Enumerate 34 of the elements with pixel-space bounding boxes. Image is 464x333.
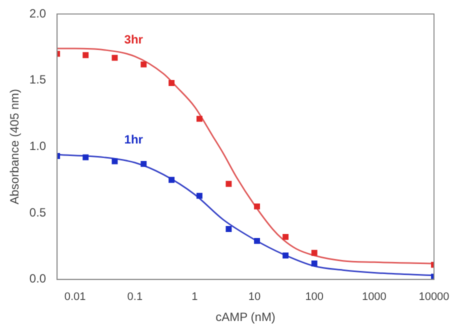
x-tick-label: 1 xyxy=(192,291,198,304)
point xyxy=(226,180,232,187)
point xyxy=(311,250,318,256)
x-tick-label: 10000 xyxy=(418,291,450,304)
point xyxy=(282,234,289,240)
series-label: 3hr xyxy=(124,32,144,47)
point xyxy=(140,160,147,167)
point xyxy=(82,154,89,160)
point xyxy=(168,80,175,86)
x-tick-label: 0.01 xyxy=(64,291,86,304)
x-tick-label: 100 xyxy=(305,291,324,304)
point xyxy=(254,238,260,244)
point xyxy=(311,260,318,266)
x-tick-label: 10 xyxy=(248,291,261,304)
point xyxy=(226,226,232,232)
y-tick-label: 2.0 xyxy=(29,6,46,20)
point xyxy=(140,61,147,68)
y-tick-label: 1.5 xyxy=(29,72,46,87)
y-tick-label: 0.0 xyxy=(29,272,46,286)
point xyxy=(82,52,89,58)
y-tick-label: 0.5 xyxy=(29,205,46,220)
x-tick-label: 1000 xyxy=(362,291,386,304)
point xyxy=(254,203,260,210)
point xyxy=(196,192,202,199)
point xyxy=(282,252,289,258)
point xyxy=(168,176,175,183)
x-tick-label: 0.1 xyxy=(127,291,143,304)
y-tick-label: 1.0 xyxy=(29,139,46,154)
point xyxy=(112,158,118,164)
x-axis-title: cAMP (nM) xyxy=(216,310,276,324)
point xyxy=(196,116,202,122)
point xyxy=(112,54,118,61)
y-axis-title: Absorbance (405 nm) xyxy=(8,88,22,204)
series-label: 1hr xyxy=(124,132,144,146)
